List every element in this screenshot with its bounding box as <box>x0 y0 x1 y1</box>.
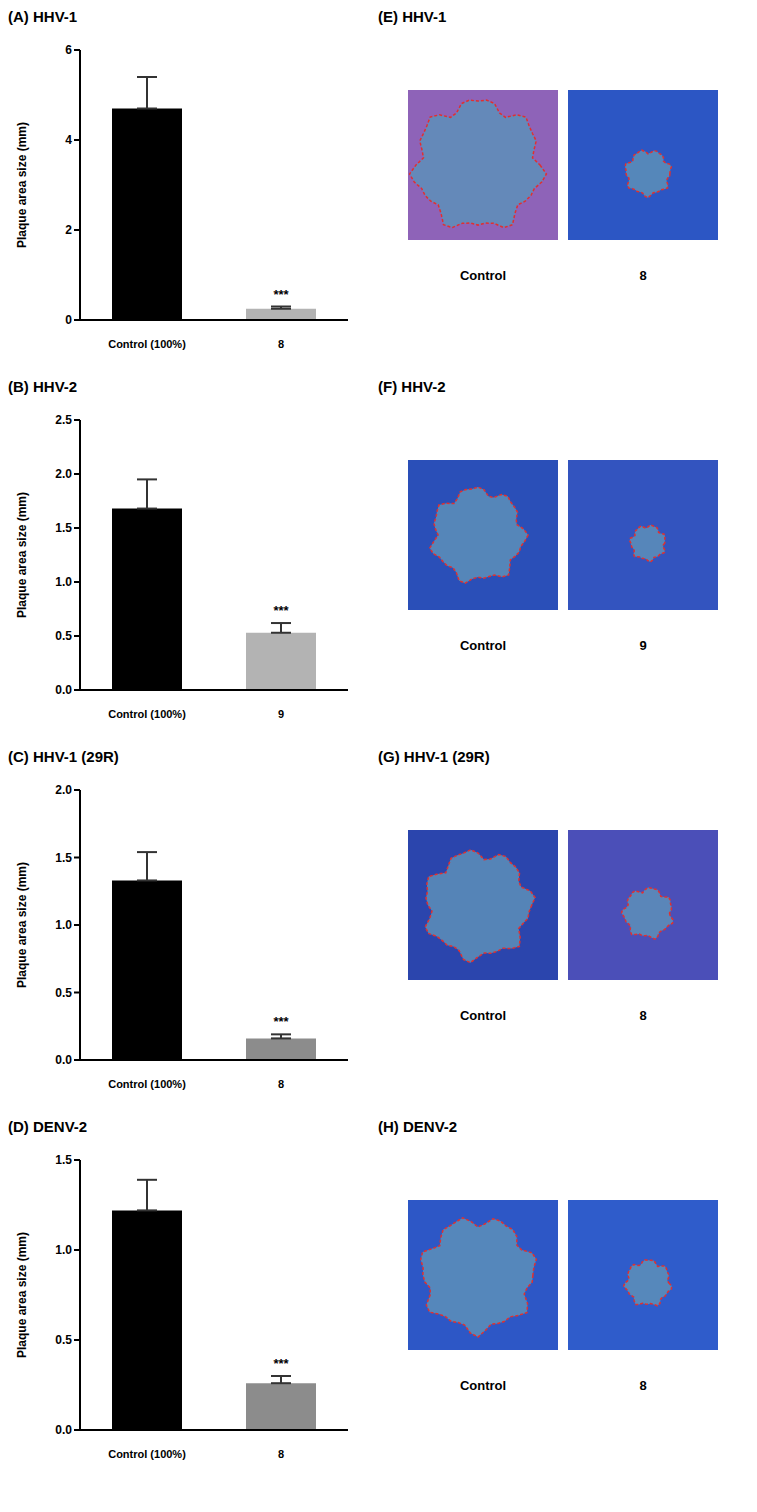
svg-text:8: 8 <box>278 1448 284 1460</box>
html-text:(G) HHV-1 (29R): (G) HHV-1 (29R) <box>378 748 490 765</box>
svg-text:0.0: 0.0 <box>55 683 72 697</box>
svg-text:Control (100%): Control (100%) <box>108 338 186 350</box>
html-text:(A) HHV-1: (A) HHV-1 <box>8 8 78 25</box>
svg-text:0.0: 0.0 <box>55 1423 72 1437</box>
svg-text:2: 2 <box>65 223 72 237</box>
svg-text:***: *** <box>273 603 289 618</box>
svg-text:0.5: 0.5 <box>55 629 72 643</box>
svg-text:Control: Control <box>460 268 506 283</box>
svg-text:Control: Control <box>460 1008 506 1023</box>
svg-text:1.5: 1.5 <box>55 851 72 865</box>
svg-text:8: 8 <box>639 1378 646 1393</box>
svg-text:0.5: 0.5 <box>55 1333 72 1347</box>
svg-text:2.5: 2.5 <box>55 413 72 427</box>
svg-text:4: 4 <box>65 133 72 147</box>
svg-text:2.0: 2.0 <box>55 467 72 481</box>
svg-text:***: *** <box>273 1014 289 1029</box>
svg-text:Plaque area size (mm): Plaque area size (mm) <box>15 1232 29 1358</box>
svg-text:9: 9 <box>639 638 646 653</box>
svg-text:9: 9 <box>278 708 284 720</box>
svg-text:2.0: 2.0 <box>55 783 72 797</box>
svg-text:Control (100%): Control (100%) <box>108 708 186 720</box>
svg-text:Control (100%): Control (100%) <box>108 1078 186 1090</box>
svg-text:Control: Control <box>460 1378 506 1393</box>
svg-text:1.5: 1.5 <box>55 1153 72 1167</box>
html-text:(F) HHV-2: (F) HHV-2 <box>378 378 446 395</box>
html-text:(E) HHV-1: (E) HHV-1 <box>378 8 447 25</box>
svg-text:***: *** <box>273 287 289 302</box>
svg-text:6: 6 <box>65 43 72 57</box>
svg-text:Control (100%): Control (100%) <box>108 1448 186 1460</box>
svg-text:Plaque area size (mm): Plaque area size (mm) <box>15 122 29 248</box>
svg-text:8: 8 <box>278 1078 284 1090</box>
html-text:(C) HHV-1 (29R): (C) HHV-1 (29R) <box>8 748 119 765</box>
svg-text:1.0: 1.0 <box>55 918 72 932</box>
html-text:(H) DENV-2: (H) DENV-2 <box>378 1118 458 1135</box>
svg-text:0: 0 <box>65 313 72 327</box>
svg-text:Plaque area size (mm): Plaque area size (mm) <box>15 492 29 618</box>
svg-text:Control: Control <box>460 638 506 653</box>
html-text:(D) DENV-2: (D) DENV-2 <box>8 1118 88 1135</box>
svg-text:Plaque area size (mm): Plaque area size (mm) <box>15 862 29 988</box>
svg-text:0.5: 0.5 <box>55 986 72 1000</box>
svg-text:1.0: 1.0 <box>55 575 72 589</box>
svg-text:***: *** <box>273 1356 289 1371</box>
svg-text:8: 8 <box>639 268 646 283</box>
html-text:(B) HHV-2: (B) HHV-2 <box>8 378 78 395</box>
svg-text:8: 8 <box>278 338 284 350</box>
svg-text:0.0: 0.0 <box>55 1053 72 1067</box>
svg-text:1.0: 1.0 <box>55 1243 72 1257</box>
svg-text:1.5: 1.5 <box>55 521 72 535</box>
svg-text:8: 8 <box>639 1008 646 1023</box>
